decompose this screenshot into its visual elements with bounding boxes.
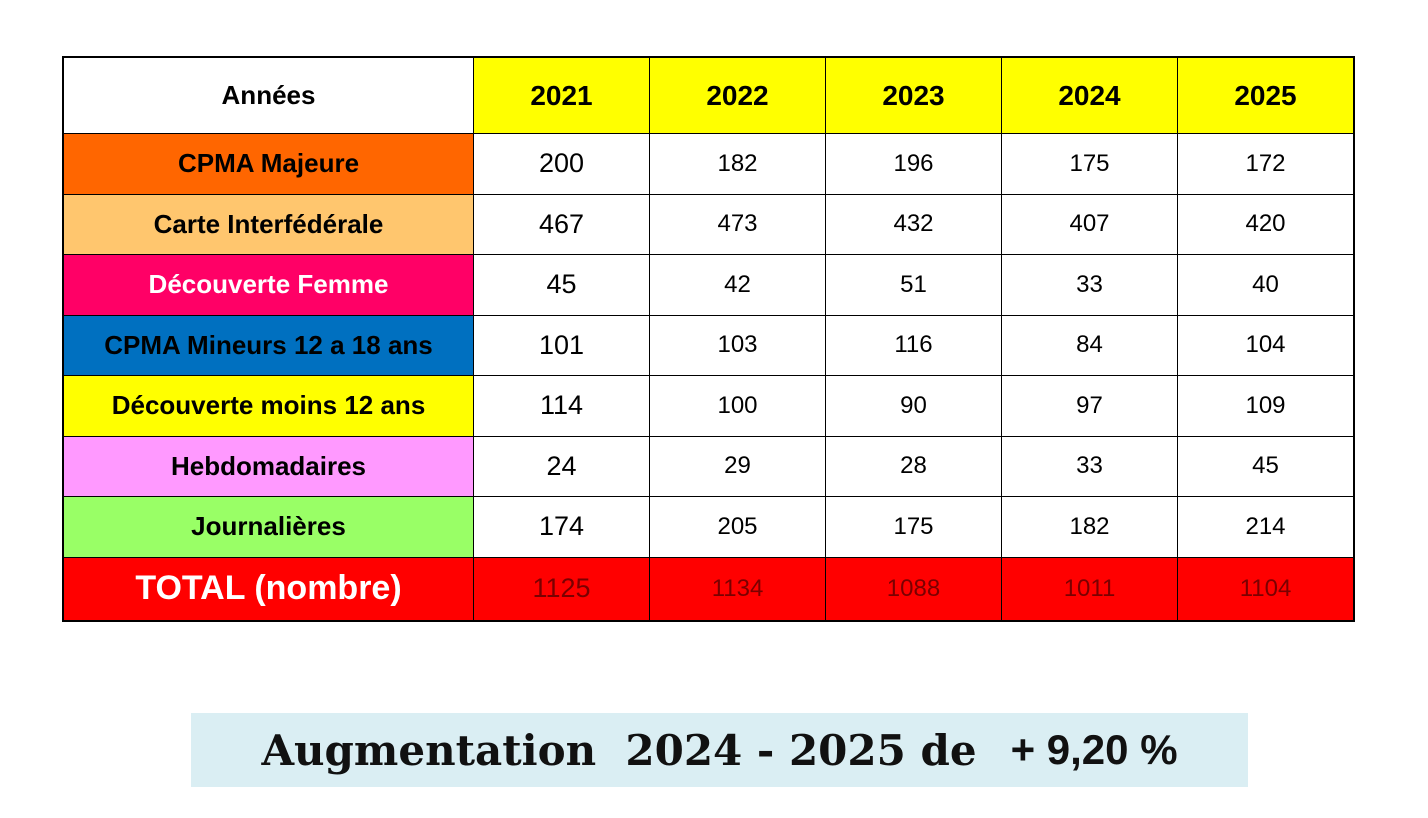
header-label: Années [62,56,474,134]
cell-value: 33 [1001,435,1178,497]
banner-label: Augmentation 2024 - 2025 de [261,725,977,775]
cell-value: 200 [473,133,650,195]
data-row: Hebdomadaires 24 29 28 33 45 [62,435,1355,497]
cell-value: 42 [649,254,826,316]
header-year: 2025 [1177,56,1355,134]
cell-value: 40 [1177,254,1355,316]
row-label: Découverte moins 12 ans [62,375,474,437]
data-row: Découverte Femme 45 42 51 33 40 [62,254,1355,316]
cell-value: 116 [825,314,1002,376]
cell-value: 45 [473,254,650,316]
data-table: Années 2021 2022 2023 2024 2025 CPMA Majeure 20… [62,56,1355,622]
cell-value: 100 [649,375,826,437]
cell-value: 174 [473,496,650,558]
data-row: Carte Interfédérale 467 473 432 407 420 [62,193,1355,255]
cell-value: 205 [649,496,826,558]
data-row: Journalières 174 205 175 182 214 [62,496,1355,558]
cell-value: 45 [1177,435,1355,497]
cell-value: 104 [1177,314,1355,376]
header-year: 2024 [1001,56,1178,134]
cell-value: 172 [1177,133,1355,195]
data-row: Découverte moins 12 ans 114 100 90 97 109 [62,375,1355,437]
cell-value: 109 [1177,375,1355,437]
cell-value: 1134 [649,556,826,621]
cell-value: 1104 [1177,556,1355,621]
cell-value: 432 [825,193,1002,255]
cell-value: 97 [1001,375,1178,437]
cell-value: 175 [1001,133,1178,195]
cell-value: 33 [1001,254,1178,316]
row-label: Journalières [62,496,474,558]
cell-value: 420 [1177,193,1355,255]
cell-value: 103 [649,314,826,376]
cell-value: 101 [473,314,650,376]
cell-value: 24 [473,435,650,497]
total-row: TOTAL (nombre) 1125 1134 1088 1011 1104 [62,556,1355,621]
header-row: Années 2021 2022 2023 2024 2025 [62,56,1355,134]
cell-value: 1011 [1001,556,1178,621]
cell-value: 182 [1001,496,1178,558]
banner: Augmentation 2024 - 2025 de + 9,20 % [191,713,1248,787]
row-label: Découverte Femme [62,254,474,316]
cell-value: 84 [1001,314,1178,376]
row-label: Hebdomadaires [62,435,474,497]
cell-value: 473 [649,193,826,255]
row-label: CPMA Majeure [62,133,474,195]
data-row: CPMA Mineurs 12 a 18 ans 101 103 116 84 104 [62,314,1355,376]
cell-value: 29 [649,435,826,497]
cell-value: 1125 [473,556,650,621]
cell-value: 51 [825,254,1002,316]
header-year: 2022 [649,56,826,134]
cell-value: 175 [825,496,1002,558]
row-label: CPMA Mineurs 12 a 18 ans [62,314,474,376]
cell-value: 214 [1177,496,1355,558]
cell-value: 28 [825,435,1002,497]
header-year: 2023 [825,56,1002,134]
row-label: TOTAL (nombre) [62,556,474,621]
cell-value: 467 [473,193,650,255]
cell-value: 90 [825,375,1002,437]
cell-value: 407 [1001,193,1178,255]
cell-value: 182 [649,133,826,195]
row-label: Carte Interfédérale [62,193,474,255]
banner-value: + 9,20 % [1010,726,1178,773]
header-year: 2021 [473,56,650,134]
cell-value: 114 [473,375,650,437]
data-row: CPMA Majeure 200 182 196 175 172 [62,133,1355,195]
cell-value: 1088 [825,556,1002,621]
cell-value: 196 [825,133,1002,195]
